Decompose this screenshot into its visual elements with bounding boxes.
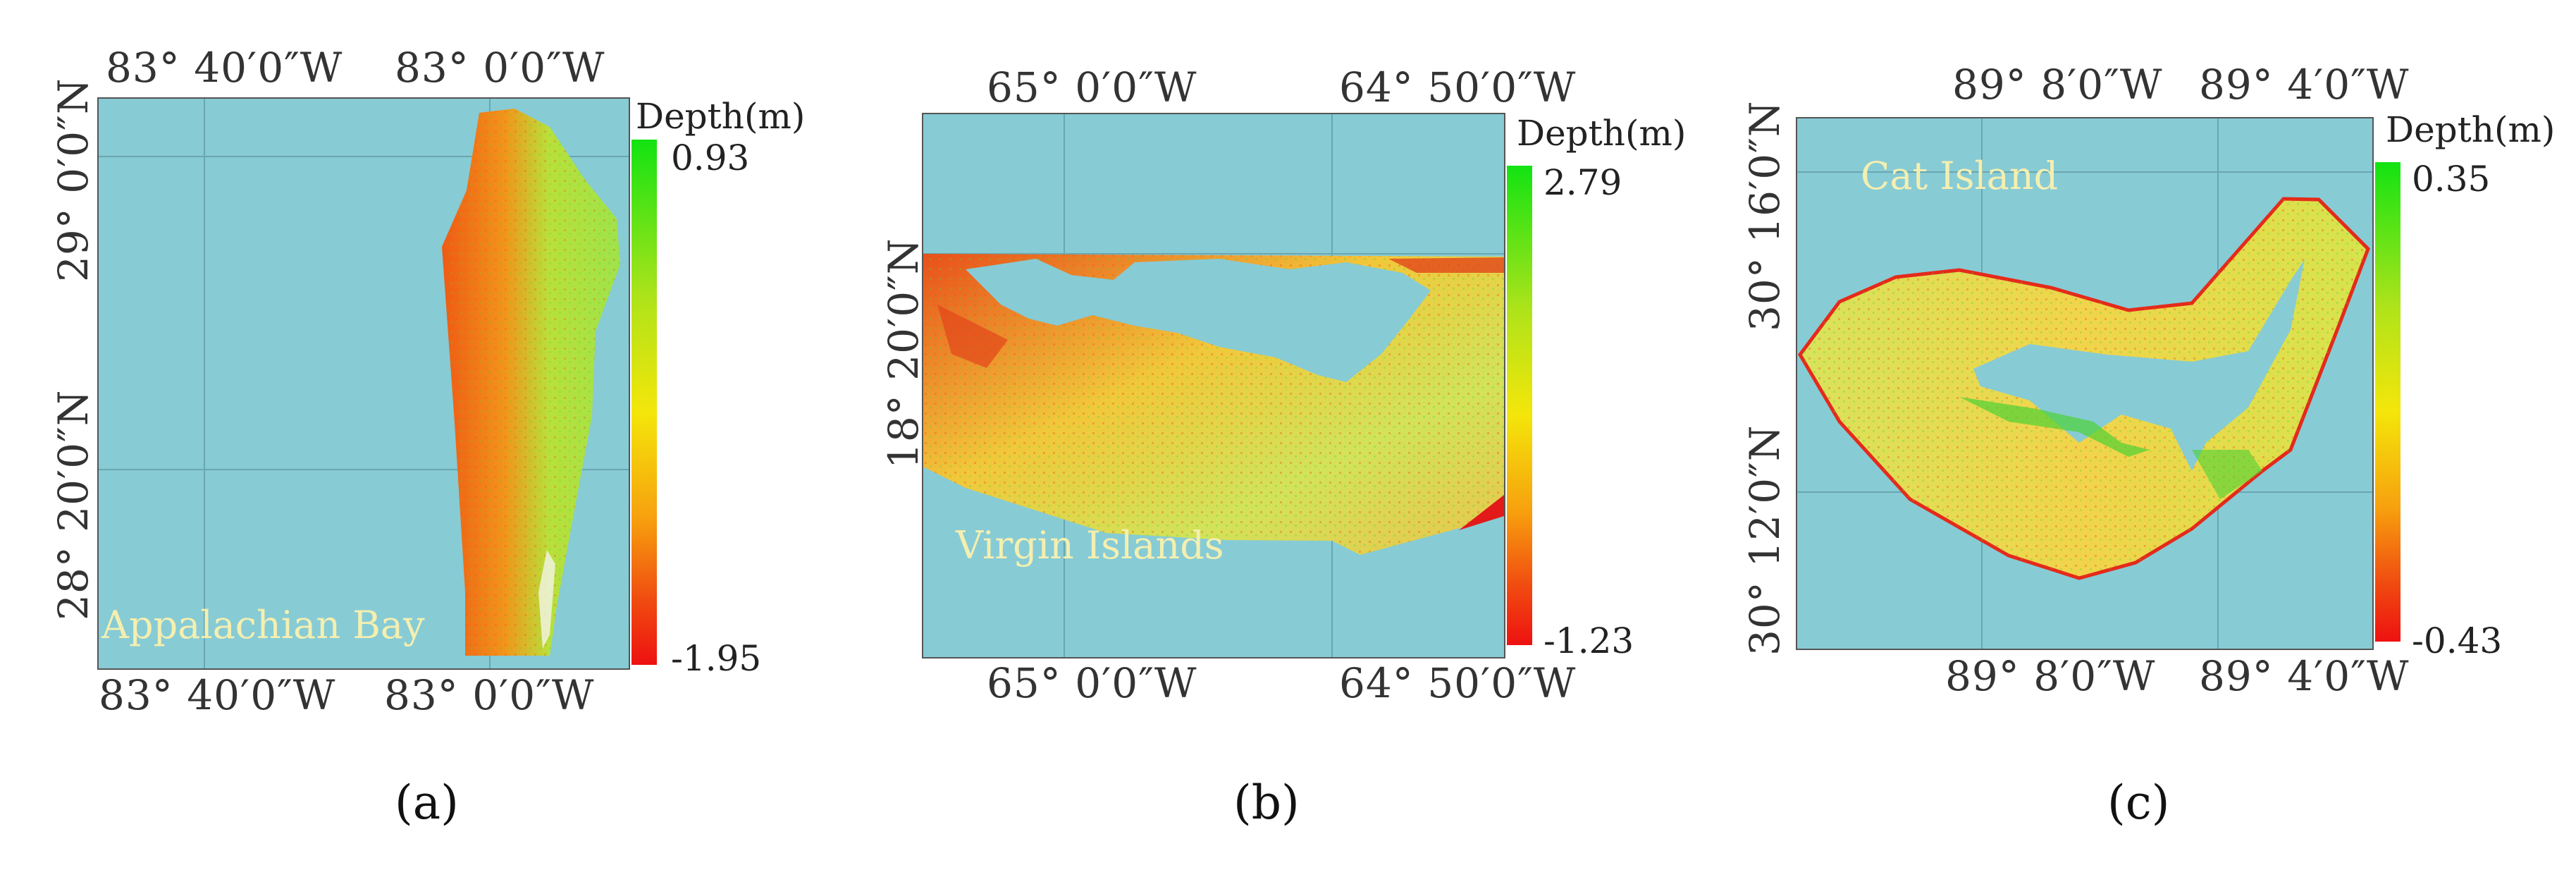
left-tick-label: 28° 20′0″N <box>49 389 97 620</box>
left-tick-label: 30° 12′0″N <box>1741 424 1789 656</box>
bottom-tick-label: 83° 40′0″W <box>99 671 336 719</box>
panel-caption: (a) <box>395 776 459 830</box>
depth-colorbar <box>631 140 657 665</box>
bottom-tick-label: 83° 0′0″W <box>384 671 595 719</box>
colorbar-min: -1.23 <box>1543 620 1634 661</box>
colorbar-title: Depth(m) <box>636 96 806 137</box>
bottom-tick-label: 89° 8′0″W <box>1945 652 2156 700</box>
bathymetry-surface <box>923 114 1504 657</box>
depth-colorbar <box>1507 166 1532 645</box>
top-tick-label: 89° 8′0″W <box>1952 61 2163 109</box>
region-label: Appalachian Bay <box>101 603 425 647</box>
panel-a: 83° 40′0″W 83° 0′0″W 29° 0′0″N 28° 20′0″… <box>0 0 846 882</box>
colorbar-min: -0.43 <box>2412 620 2503 661</box>
bathymetry-surface <box>1797 118 2372 649</box>
bottom-tick-label: 89° 4′0″W <box>2199 652 2410 700</box>
region-label: Cat Island <box>1861 154 2059 198</box>
colorbar-max: 2.79 <box>1543 162 1622 203</box>
map-appalachian-bay: Appalachian Bay <box>97 97 630 670</box>
map-virgin-islands: Virgin Islands <box>922 113 1505 659</box>
map-cat-island: Cat Island <box>1796 117 2374 650</box>
top-tick-label: 65° 0′0″W <box>987 63 1197 111</box>
left-tick-label: 18° 20′0″N <box>880 238 928 469</box>
panel-caption: (c) <box>2107 776 2170 830</box>
panel-c: 89° 8′0″W 89° 4′0″W 30° 16′0″N 30° 12′0″… <box>1727 0 2576 882</box>
top-tick-label: 83° 0′0″W <box>395 44 605 92</box>
top-tick-label: 89° 4′0″W <box>2199 61 2410 109</box>
panel-caption: (b) <box>1233 776 1300 830</box>
top-tick-label: 83° 40′0″W <box>106 44 343 92</box>
colorbar-max: 0.93 <box>671 137 750 178</box>
depth-colorbar <box>2375 162 2401 642</box>
colorbar-max: 0.35 <box>2412 159 2491 200</box>
colorbar-title: Depth(m) <box>1517 113 1687 154</box>
left-tick-label: 29° 0′0″N <box>49 78 97 282</box>
bottom-tick-label: 65° 0′0″W <box>987 659 1197 707</box>
bottom-tick-label: 64° 50′0″W <box>1339 659 1577 707</box>
left-tick-label: 30° 16′0″N <box>1741 100 1789 331</box>
top-tick-label: 64° 50′0″W <box>1339 63 1577 111</box>
colorbar-title: Depth(m) <box>2386 109 2556 150</box>
bathymetry-surface <box>99 99 629 668</box>
panel-b: 65° 0′0″W 64° 50′0″W 18° 20′0″N Virgin I… <box>846 0 1727 882</box>
colorbar-min: -1.95 <box>671 638 762 679</box>
region-label: Virgin Islands <box>956 523 1224 568</box>
